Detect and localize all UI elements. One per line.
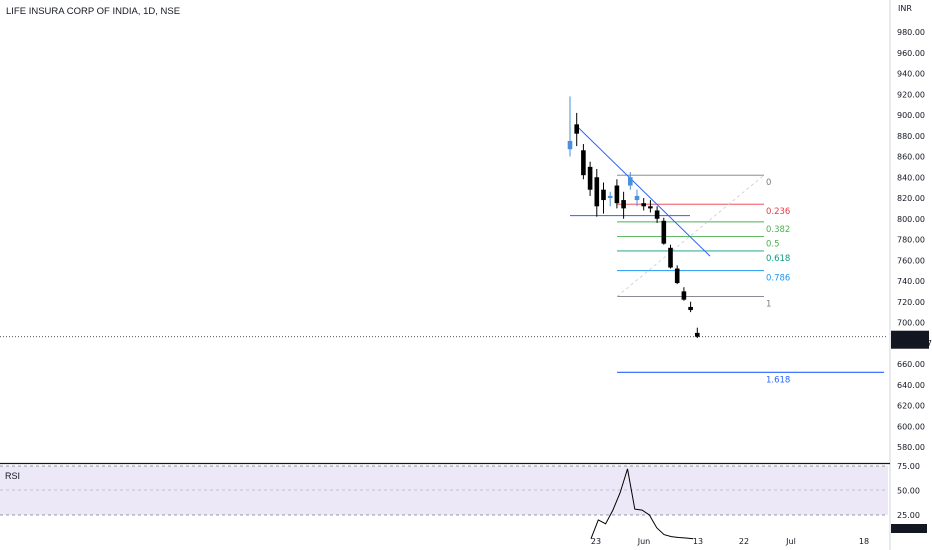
rsi-tick-label: 25.00 <box>897 511 920 520</box>
candle-body <box>674 268 680 284</box>
price-tick-label: 920.00 <box>897 90 925 99</box>
candle-body <box>648 206 653 209</box>
candle-body <box>634 195 640 201</box>
candle-body <box>581 150 586 176</box>
rsi-line <box>590 468 694 540</box>
rsi-polyline <box>590 468 694 540</box>
rsi-tick-label: 75.00 <box>897 462 920 471</box>
rsi-current-box <box>891 524 927 533</box>
rsi-current-label: 0.79 <box>898 525 915 534</box>
candle-body <box>601 189 606 201</box>
price-tick-label: 940.00 <box>897 70 925 79</box>
time-tick-label: 22 <box>739 537 749 546</box>
price-tick-label: 780.00 <box>897 236 925 245</box>
time-tick-label: 23 <box>591 537 601 546</box>
fib-diagonal <box>616 174 765 297</box>
candle-body <box>614 185 620 204</box>
price-tick-label: 600.00 <box>897 422 925 431</box>
fib-level-label: 1 <box>766 300 771 310</box>
fib-level-label: 0.236 <box>766 207 790 217</box>
rsi-band <box>0 466 888 515</box>
price-tick-label: 840.00 <box>897 173 925 182</box>
candle-body <box>681 291 687 300</box>
price-tick-label: 900.00 <box>897 111 925 120</box>
price-tick-label: 860.00 <box>897 153 925 162</box>
candle-body <box>621 200 626 209</box>
time-axis[interactable]: 23 Jun 13 22 Jul 18 <box>591 537 869 546</box>
price-tick-label: 660.00 <box>897 360 925 369</box>
candle-body <box>695 332 700 337</box>
candle-body <box>668 247 673 268</box>
price-tick-label: 980.00 <box>897 28 925 37</box>
price-tick-label: 880.00 <box>897 132 925 141</box>
price-tick-label: 720.00 <box>897 298 925 307</box>
last-price-label-box <box>891 330 929 349</box>
price-tick-label: 800.00 <box>897 215 925 224</box>
last-price-label: 686.30 <box>896 331 924 340</box>
price-tick-label: 760.00 <box>897 256 925 265</box>
rsi-pane-label[interactable]: RSI <box>5 471 21 481</box>
candle-body <box>641 203 646 207</box>
time-tick-label: Jul <box>785 537 796 546</box>
fib-level-label: 0 <box>766 178 771 188</box>
candle-body <box>587 166 593 190</box>
trendline <box>575 125 711 257</box>
chart-title: LIFE INSURA CORP OF INDIA, 1D, NSE <box>6 6 181 17</box>
fibonacci-retracement[interactable]: 0 0.236 0.382 0.5 0.618 0.786 1 1.618 <box>616 174 884 385</box>
currency-label: INR <box>898 4 912 13</box>
price-tick-label: 740.00 <box>897 277 925 286</box>
candle-body <box>567 140 573 150</box>
fib-level-label: 0.618 <box>766 254 790 264</box>
rsi-axis: 75.00 50.00 25.00 <box>897 462 920 520</box>
time-tick-label: Jun <box>637 537 651 546</box>
candle-body <box>654 210 660 219</box>
price-tick-label: 820.00 <box>897 194 925 203</box>
price-tick-label: 640.00 <box>897 381 925 390</box>
price-tick-label: 960.00 <box>897 49 925 58</box>
fib-level-label: 0.382 <box>766 225 790 235</box>
time-tick-label: 13 <box>693 537 703 546</box>
rsi-tick-label: 50.00 <box>897 487 920 496</box>
candle-body <box>594 177 600 207</box>
fib-level-label: 1.618 <box>766 375 790 385</box>
bar-countdown: 04:47:17 <box>896 339 932 348</box>
candle-body <box>574 124 579 134</box>
price-axis[interactable]: INR 980.00 960.00 940.00 920.00 900.00 880.00 8… <box>897 4 925 452</box>
price-tick-label: 620.00 <box>897 402 925 411</box>
price-tick-label: 580.00 <box>897 443 925 452</box>
candlestick-series <box>567 96 700 339</box>
candle-body <box>607 195 613 198</box>
fib-level-label: 0.786 <box>766 274 790 284</box>
drawing-lines[interactable] <box>570 125 711 257</box>
candle-body <box>688 306 693 311</box>
candle-body <box>661 220 667 244</box>
candle-body <box>628 177 633 186</box>
time-tick-label: 18 <box>859 537 869 546</box>
fib-level-label: 0.5 <box>766 239 780 249</box>
price-tick-label: 700.00 <box>897 319 925 328</box>
